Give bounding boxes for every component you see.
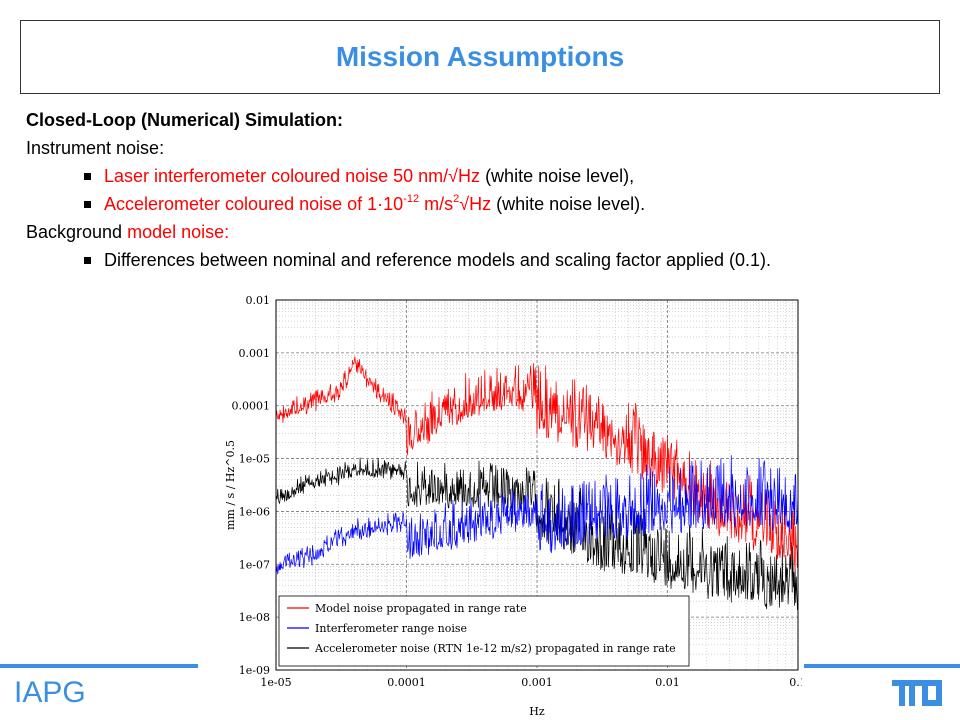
y-tick-label: 0.001	[239, 347, 271, 360]
footer-line-left	[0, 664, 198, 668]
y-tick-label: 1e-06	[239, 505, 270, 518]
y-tick-label: 1e-07	[239, 558, 270, 571]
legend-entry: Interferometer range noise	[315, 622, 467, 635]
bullet-acc-red-a: Accelerometer coloured noise of 1·10	[104, 194, 404, 214]
tum-logo-icon	[892, 680, 942, 706]
instrument-noise-label: Instrument noise:	[26, 138, 165, 158]
legend-box	[278, 595, 690, 667]
y-tick-label: 1e-05	[239, 453, 270, 466]
background-noise-label: Background model noise:	[26, 218, 930, 246]
title-box: Mission Assumptions	[20, 20, 940, 94]
background-red: model noise:	[127, 222, 230, 242]
x-axis-label: Hz	[529, 705, 545, 718]
bullet-acc-rest: (white noise level).	[491, 194, 646, 214]
y-tick-label: 1e-08	[239, 611, 270, 624]
bullet-differences-text: Differences between nominal and referenc…	[104, 250, 772, 270]
bullet-square-icon	[84, 201, 91, 208]
y-tick-label: 0.01	[246, 294, 271, 307]
x-tick-label: 0.0001	[387, 676, 426, 689]
bullet-laser: Laser interferometer coloured noise 50 n…	[26, 162, 930, 190]
slide-body: Closed-Loop (Numerical) Simulation: Inst…	[26, 106, 930, 274]
series-line-0	[275, 356, 799, 571]
iapg-label: IAPG	[14, 676, 86, 709]
x-tick-label: 0.1	[789, 676, 802, 689]
background-prefix: Background	[26, 222, 128, 242]
plot-frame	[275, 299, 799, 671]
bullet-acc-sup2: 2	[453, 193, 460, 205]
y-axis-label: mm / s / Hz^0.5	[224, 440, 237, 530]
y-tick-label: 1e-09	[239, 664, 270, 677]
x-tick-label: 0.001	[521, 676, 553, 689]
x-tick-label: 1e-05	[260, 676, 291, 689]
series-line-1	[275, 455, 799, 575]
bullet-differences: Differences between nominal and referenc…	[26, 246, 930, 274]
bullet-acc-sup: -12	[403, 193, 420, 205]
bullet-laser-red: Laser interferometer coloured noise 50 n…	[104, 166, 481, 186]
legend-entry: Accelerometer noise (RTN 1e-12 m/s2) pro…	[314, 642, 676, 655]
bullet-accelerometer: Accelerometer coloured noise of 1·10-12 …	[26, 190, 930, 218]
y-tick-label: 0.0001	[232, 400, 271, 413]
series-line-2	[275, 457, 799, 610]
bullet-square-icon	[84, 257, 91, 264]
x-tick-label: 0.01	[655, 676, 680, 689]
bullet-laser-rest: (white noise level),	[480, 166, 635, 186]
bullet-acc-red-c: √Hz	[459, 194, 492, 214]
bullet-acc-red-b: m/s	[419, 194, 454, 214]
footer-line-right	[804, 664, 960, 668]
noise-spectrum-chart: 0.01 0.001 0.0001 1e-05 1e-06 1e-07 1e-08 1e-09…	[224, 294, 802, 718]
slide-title: Mission Assumptions	[335, 41, 625, 72]
legend-entry: Model noise propagated in range rate	[315, 602, 527, 615]
section-heading: Closed-Loop (Numerical) Simulation:	[26, 110, 344, 130]
bullet-square-icon	[84, 173, 91, 180]
